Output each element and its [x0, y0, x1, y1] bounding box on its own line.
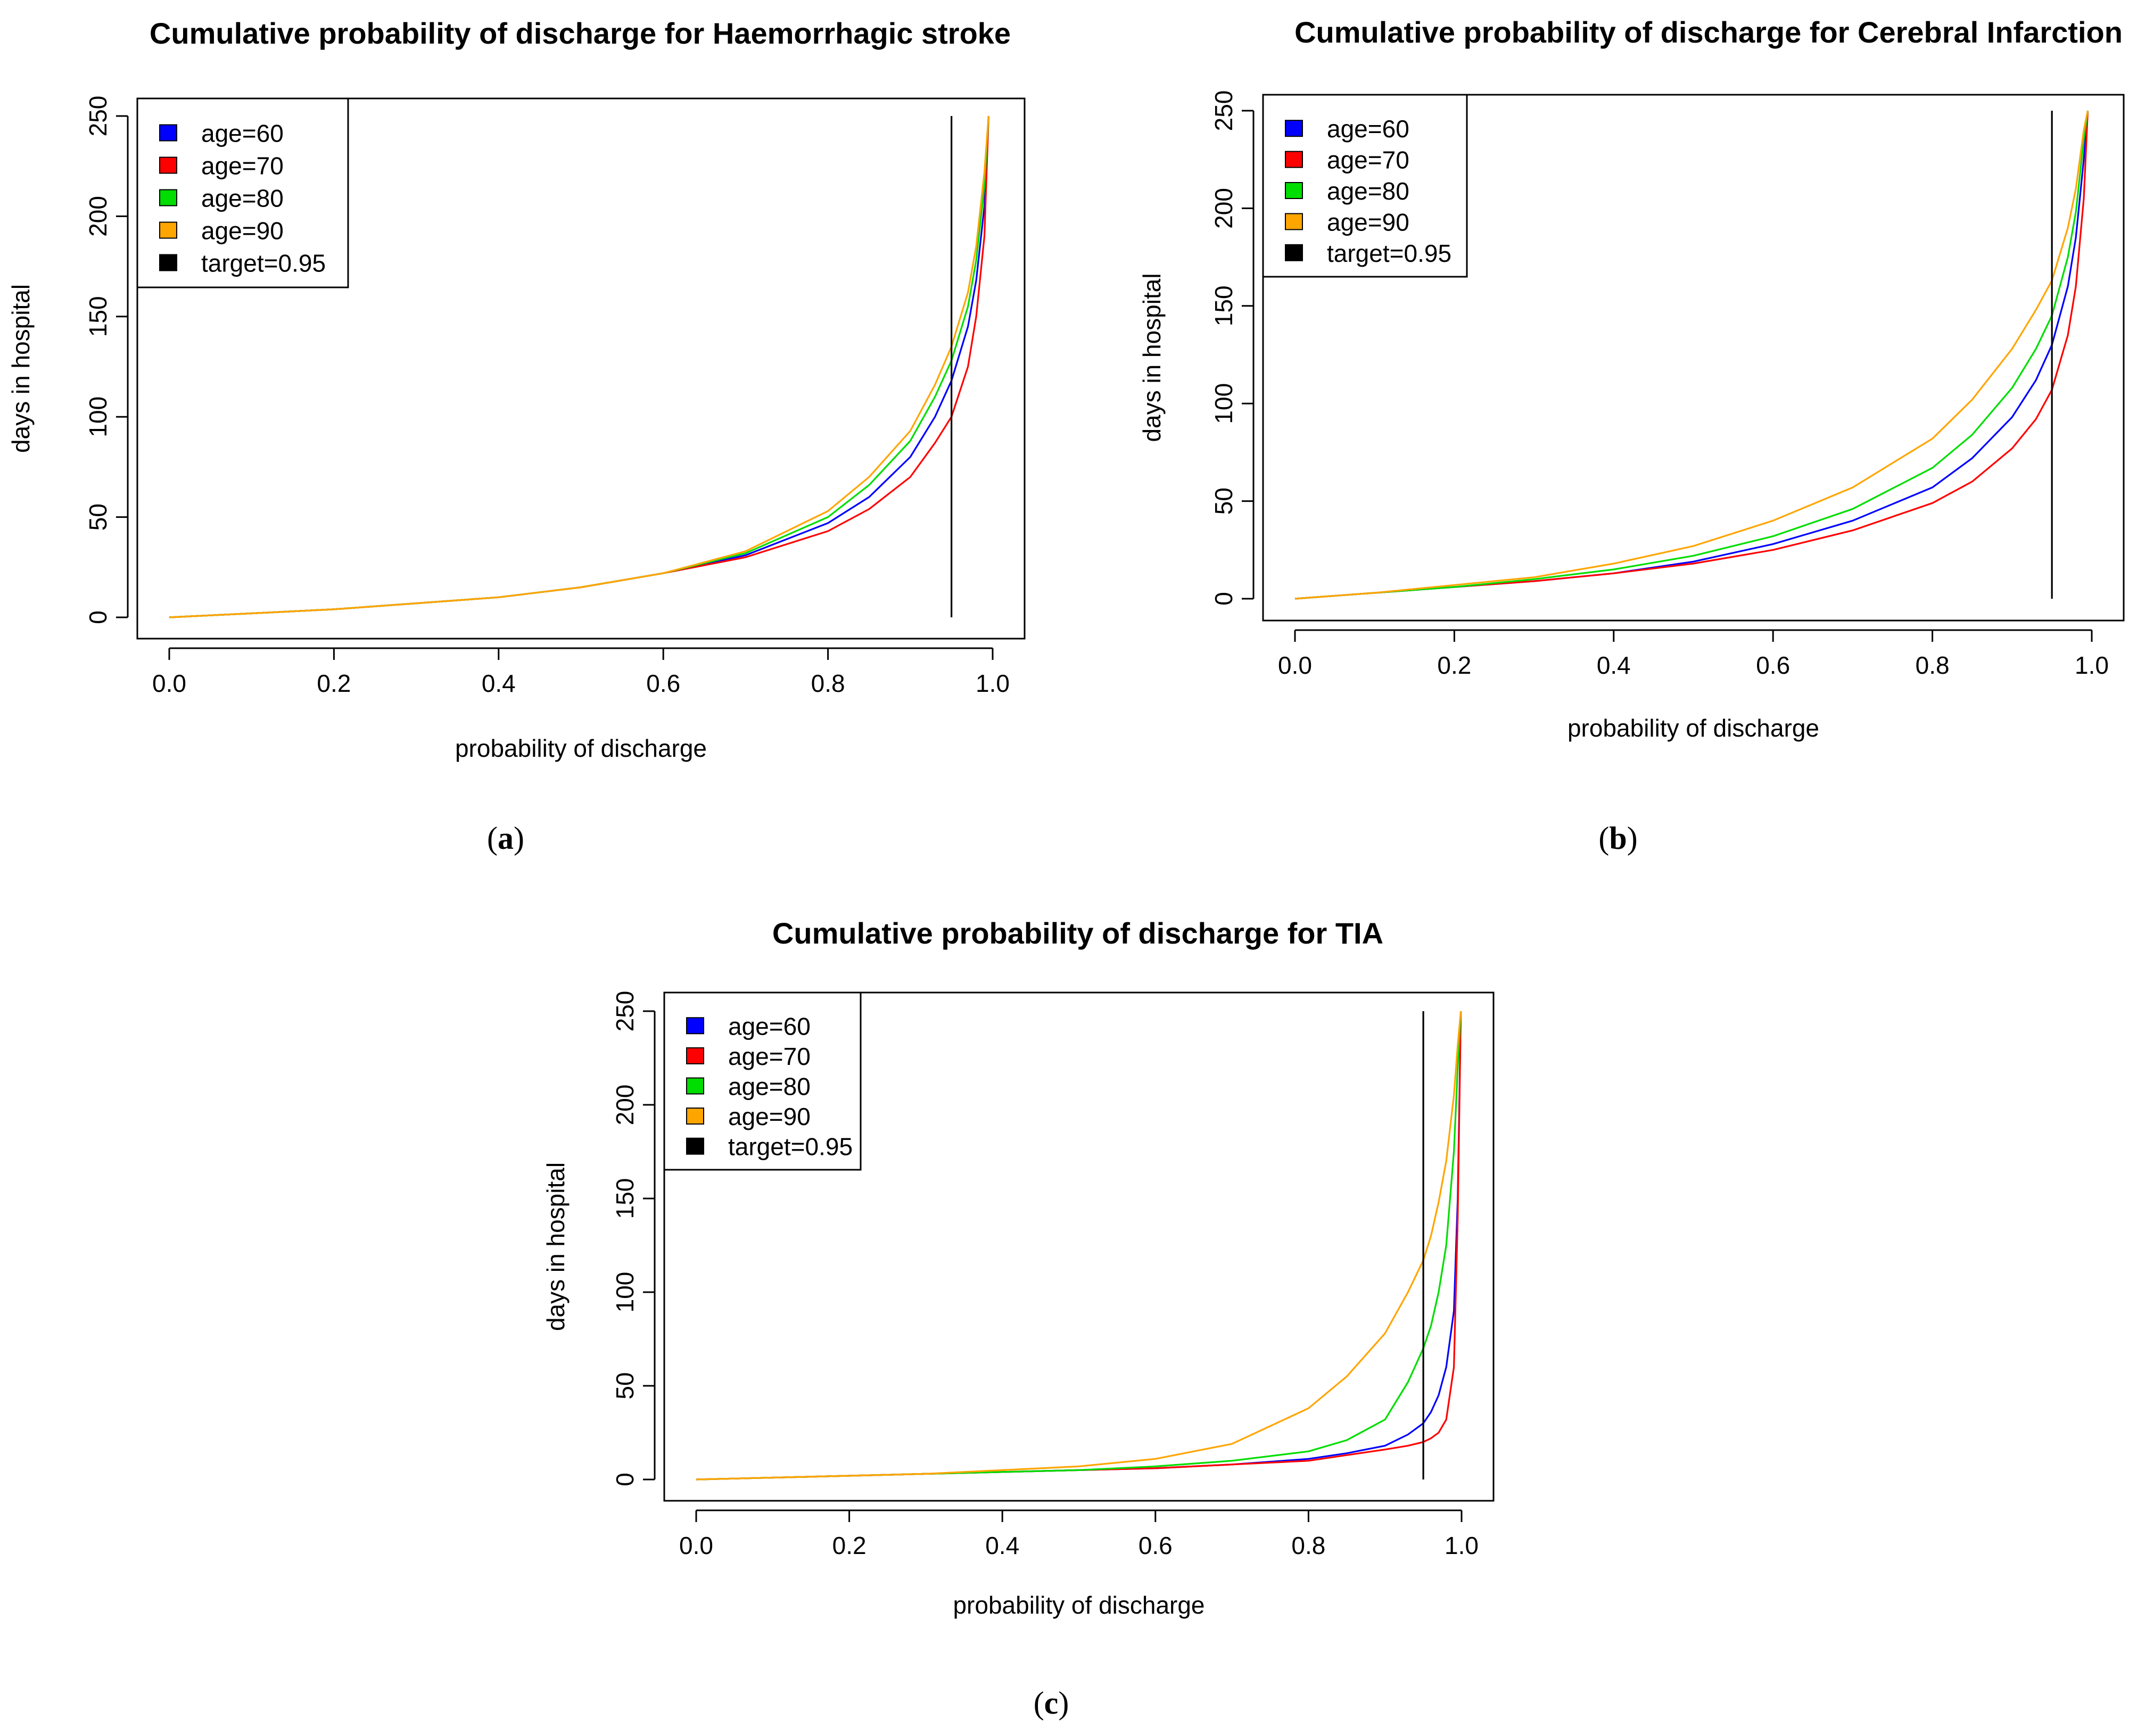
x-tick-label: 0.2: [832, 1532, 867, 1559]
x-axis-label: probability of discharge: [953, 1591, 1204, 1619]
x-tick-label: 0.4: [1597, 651, 1631, 679]
y-tick-label: 250: [611, 991, 639, 1032]
chart-title: Cumulative probability of discharge for …: [772, 916, 1383, 950]
chart-panel-b: Cumulative probability of discharge for …: [1138, 15, 2125, 742]
x-tick-label: 0.0: [152, 669, 186, 697]
chart-panel-c: Cumulative probability of discharge for …: [542, 916, 1495, 1619]
x-axis-label: probability of discharge: [1567, 714, 1819, 742]
legend-swatch: [1285, 120, 1303, 137]
legend-label: age=70: [728, 1043, 811, 1070]
x-tick-label: 1.0: [1445, 1532, 1479, 1559]
legend-label: age=60: [728, 1012, 811, 1040]
x-tick-label: 0.8: [1916, 651, 1950, 679]
legend-swatch: [159, 254, 177, 271]
y-tick-label: 50: [84, 503, 112, 531]
chart-title: Cumulative probability of discharge for …: [150, 16, 1011, 50]
legend-swatch: [1285, 182, 1303, 199]
legend-label: age=60: [1327, 115, 1409, 143]
y-tick-label: 0: [1210, 592, 1237, 606]
legend-swatch: [686, 1047, 704, 1064]
legend-label: target=0.95: [201, 250, 326, 277]
legend-swatch: [686, 1107, 704, 1125]
y-tick-label: 100: [84, 396, 112, 437]
y-tick-label: 50: [1210, 487, 1237, 515]
x-tick-label: 1.0: [2075, 651, 2109, 679]
x-tick-label: 1.0: [976, 669, 1010, 697]
series-line-age-90: [169, 115, 989, 618]
chart-title: Cumulative probability of discharge for …: [1294, 15, 2123, 49]
legend-swatch: [159, 124, 177, 142]
legend-swatch: [686, 1017, 704, 1035]
legend-swatch: [1285, 151, 1303, 168]
x-tick-label: 0.6: [1756, 651, 1790, 679]
legend-label: age=90: [728, 1103, 811, 1130]
y-tick-label: 100: [1210, 383, 1237, 424]
x-axis-label: probability of discharge: [455, 734, 707, 762]
x-tick-label: 0.8: [1291, 1532, 1325, 1559]
y-tick-label: 200: [84, 196, 112, 237]
legend-label: age=80: [201, 185, 284, 212]
series-line-age-70: [1294, 110, 2089, 600]
legend-label: age=80: [1327, 177, 1409, 205]
caption-b-letter: b: [1609, 821, 1627, 856]
chart-panel-a: Cumulative probability of discharge for …: [7, 16, 1026, 762]
series-line-age-90: [1294, 110, 2089, 600]
y-tick-label: 0: [84, 610, 112, 624]
legend-label: age=90: [1327, 208, 1409, 236]
legend-label: age=60: [201, 120, 284, 147]
y-axis-label: days in hospital: [542, 1162, 570, 1331]
legend-swatch: [686, 1137, 704, 1155]
legend-swatch: [159, 156, 177, 174]
plot-frame: [1262, 94, 2125, 622]
legend-label: target=0.95: [1327, 239, 1451, 267]
legend-label: target=0.95: [728, 1133, 853, 1161]
caption-b: (b): [1598, 821, 1637, 856]
y-tick-label: 0: [611, 1473, 639, 1486]
legend-label: age=70: [1327, 146, 1409, 174]
legend-swatch: [686, 1077, 704, 1095]
y-axis-label: days in hospital: [7, 284, 35, 453]
y-tick-label: 150: [1210, 285, 1237, 326]
x-tick-label: 0.2: [317, 669, 351, 697]
y-tick-label: 250: [1210, 90, 1237, 131]
plot-frame: [663, 991, 1495, 1502]
y-tick-label: 200: [1210, 188, 1237, 229]
caption-c-letter: c: [1044, 1685, 1059, 1721]
y-tick-label: 50: [611, 1372, 639, 1399]
y-tick-label: 250: [84, 96, 112, 137]
caption-c: (c): [1034, 1685, 1069, 1721]
x-tick-label: 0.8: [811, 669, 845, 697]
y-tick-label: 150: [84, 296, 112, 337]
x-tick-label: 0.4: [482, 669, 516, 697]
legend-label: age=70: [201, 152, 284, 180]
legend-swatch: [159, 221, 177, 239]
x-tick-label: 0.0: [1278, 651, 1312, 679]
plot-frame: [136, 97, 1026, 640]
x-tick-label: 0.6: [646, 669, 680, 697]
caption-a: (a): [487, 821, 524, 856]
caption-a-letter: a: [498, 821, 514, 856]
legend-label: age=90: [201, 217, 284, 245]
y-tick-label: 100: [611, 1272, 639, 1313]
legend-swatch: [159, 189, 177, 206]
series-line-age-80: [1294, 110, 2089, 600]
x-tick-label: 0.6: [1138, 1532, 1173, 1559]
y-axis-label: days in hospital: [1138, 273, 1166, 442]
y-tick-label: 200: [611, 1085, 639, 1126]
x-tick-label: 0.4: [985, 1532, 1019, 1559]
legend-swatch: [1285, 213, 1303, 230]
legend-swatch: [1285, 244, 1303, 261]
series-line-age-90: [696, 1011, 1462, 1481]
x-tick-label: 0.0: [679, 1532, 713, 1559]
y-tick-label: 150: [611, 1178, 639, 1219]
x-tick-label: 0.2: [1437, 651, 1471, 679]
legend-label: age=80: [728, 1073, 811, 1101]
